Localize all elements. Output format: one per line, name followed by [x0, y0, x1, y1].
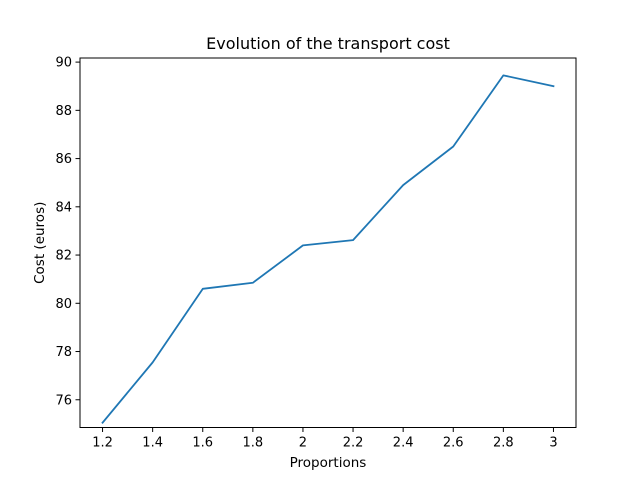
series-line [101, 74, 555, 424]
ticks-layer: 1.2 1.4 1.6 1.8 2 2.2 2.4 2.6 2.8 3 76 78 80 82 84 86 88… [55, 56, 557, 451]
y-tick-label: 78 [55, 345, 72, 360]
series-layer [101, 74, 555, 424]
y-tick-label: 82 [55, 249, 72, 264]
x-tick-label: 1.4 [142, 436, 163, 451]
x-tick-label: 1.6 [192, 436, 213, 451]
x-tick-label: 3 [549, 436, 557, 451]
y-tick-label: 90 [55, 56, 72, 71]
x-tick-label: 2.2 [343, 436, 364, 451]
x-tick-label: 2.6 [443, 436, 464, 451]
y-tick-label: 86 [55, 152, 72, 167]
x-tick-label: 1.2 [92, 436, 113, 451]
y-tick-label: 76 [55, 393, 72, 408]
x-tick-label: 2.8 [493, 436, 514, 451]
x-tick-label: 2 [299, 436, 307, 451]
y-tick-label: 88 [55, 104, 72, 119]
x-axis-label: Proportions [290, 455, 367, 471]
y-axis-label: Cost (euros) [32, 202, 48, 284]
plot-area-frame [79, 57, 577, 428]
y-tick-label: 84 [55, 200, 72, 215]
x-tick-label: 1.8 [243, 436, 264, 451]
chart-title: Evolution of the transport cost [206, 34, 450, 53]
y-tick-label: 80 [55, 297, 72, 312]
x-tick-label: 2.4 [393, 436, 414, 451]
